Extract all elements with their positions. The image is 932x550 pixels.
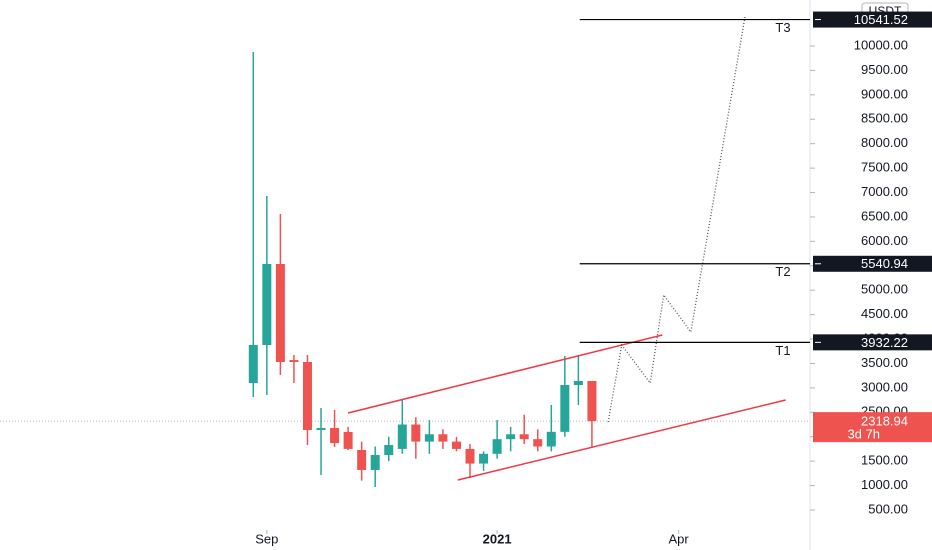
candle-body	[370, 454, 380, 470]
x-tick-label: Apr	[668, 531, 689, 546]
candle-body	[316, 427, 326, 430]
channel-line	[347, 334, 663, 414]
x-tick-label: Sep	[255, 531, 278, 546]
candle-body	[411, 424, 421, 442]
target-name: T3	[775, 20, 790, 35]
price-label-box	[813, 11, 932, 28]
candle-body	[343, 431, 353, 449]
y-tick-label: 10000.00	[854, 37, 908, 52]
candle-body	[397, 424, 407, 449]
y-tick-label: 1500.00	[861, 453, 908, 468]
price-label: 5540.94	[861, 256, 908, 271]
candle-body	[465, 448, 475, 464]
candle-body	[275, 263, 285, 362]
candle-body	[451, 441, 461, 449]
candle-body	[384, 445, 394, 455]
price-label: 10541.52	[854, 12, 908, 27]
candle-body	[262, 263, 272, 345]
candle-body	[330, 427, 340, 444]
y-tick-label: 500.00	[868, 501, 908, 516]
y-tick-label: 7000.00	[861, 184, 908, 199]
candle-body	[289, 360, 299, 362]
target-name: T2	[775, 264, 790, 279]
channel-line	[457, 399, 786, 481]
y-tick-label: 6500.00	[861, 208, 908, 223]
candle-body	[519, 434, 529, 440]
candle-body	[560, 384, 570, 432]
price-label: 3932.22	[861, 335, 908, 350]
y-tick-label: 1000.00	[861, 477, 908, 492]
y-tick-label: 7500.00	[861, 160, 908, 175]
target-name: T1	[775, 343, 790, 358]
current-price-box	[813, 412, 932, 443]
y-tick-label: 3500.00	[861, 355, 908, 370]
y-tick-label: 3000.00	[861, 379, 908, 394]
candle-body	[302, 361, 312, 430]
candle-body	[546, 431, 556, 447]
y-tick-label: 5000.00	[861, 282, 908, 297]
y-tick-label: 8000.00	[861, 135, 908, 150]
y-tick-label: 9500.00	[861, 62, 908, 77]
candle-body	[506, 434, 516, 440]
y-tick-label: 9000.00	[861, 86, 908, 101]
candle-body	[248, 344, 258, 383]
candle-body	[533, 439, 543, 447]
x-tick-label: 2021	[483, 531, 512, 546]
price-label-box	[813, 255, 932, 272]
candle-body	[479, 453, 489, 464]
countdown-label: 3d 7h	[847, 427, 880, 442]
candle-body	[424, 434, 434, 442]
candle-body	[587, 380, 597, 422]
y-tick-label: 6000.00	[861, 233, 908, 248]
y-tick-label: 4500.00	[861, 306, 908, 321]
candle-body	[438, 434, 448, 442]
candle-body	[492, 439, 502, 454]
candle-body	[573, 380, 583, 385]
y-tick-label: 8500.00	[861, 111, 908, 126]
price-label-box	[813, 334, 932, 351]
current-price-label: 2318.94	[861, 414, 908, 429]
candle-body	[357, 449, 367, 470]
